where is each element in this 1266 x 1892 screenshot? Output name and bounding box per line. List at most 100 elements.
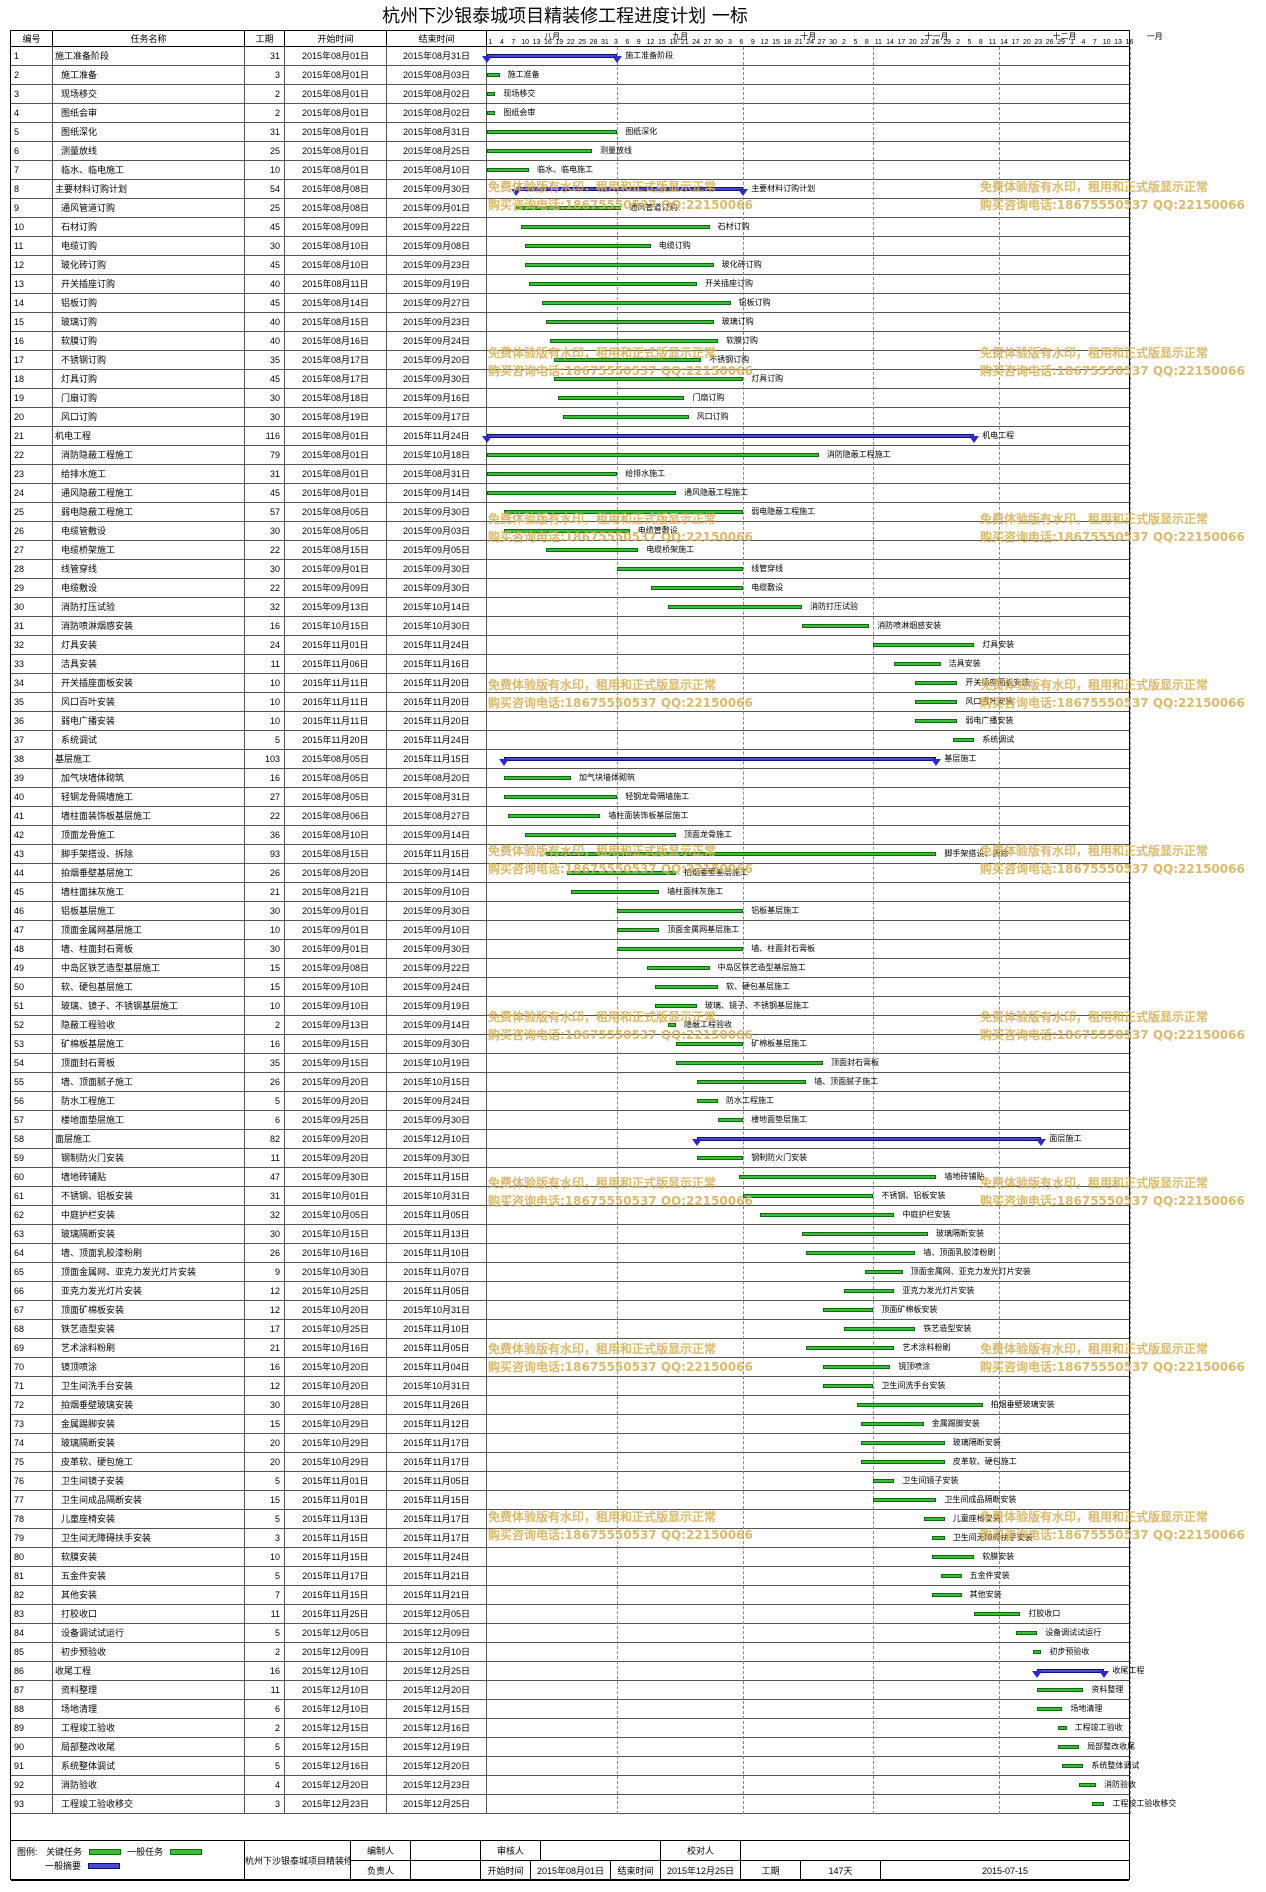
table-row[interactable]: 58 面层施工 82 2015年09月20日 2015年12月10日 xyxy=(11,1130,1129,1149)
table-row[interactable]: 92 消防验收 4 2015年12月20日 2015年12月23日 xyxy=(11,1776,1129,1795)
task-bar[interactable] xyxy=(503,510,744,514)
task-bar[interactable] xyxy=(806,1346,895,1350)
task-bar[interactable] xyxy=(617,928,660,932)
task-bar[interactable] xyxy=(524,244,651,248)
task-bar[interactable] xyxy=(550,339,718,343)
task-bar[interactable] xyxy=(739,1175,937,1179)
table-row[interactable]: 39 加气块墙体砌筑 16 2015年08月05日 2015年08月20日 xyxy=(11,769,1129,788)
table-row[interactable]: 73 金属踢脚安装 15 2015年10月29日 2015年11月12日 xyxy=(11,1415,1129,1434)
task-bar[interactable] xyxy=(655,1004,697,1008)
table-row[interactable]: 49 中岛区铁艺造型基层施工 15 2015年09月08日 2015年09月22日 xyxy=(11,959,1129,978)
task-bar[interactable] xyxy=(806,1251,916,1255)
task-bar[interactable] xyxy=(487,92,496,96)
task-bar[interactable] xyxy=(566,871,676,875)
task-bar[interactable] xyxy=(1091,1802,1105,1806)
table-row[interactable]: 35 风口百叶安装 10 2015年11月11日 2015年11月20日 xyxy=(11,693,1129,712)
task-bar[interactable] xyxy=(545,320,714,324)
task-bar[interactable] xyxy=(1037,1688,1084,1692)
table-row[interactable]: 47 顶面金属网基层施工 10 2015年09月01日 2015年09月10日 xyxy=(11,921,1129,940)
task-bar[interactable] xyxy=(932,1555,975,1559)
table-row[interactable]: 65 顶面金属网、亚克力发光灯片安装 9 2015年10月30日 2015年11月07日 xyxy=(11,1263,1129,1282)
table-row[interactable]: 8 主要材料订购计划 54 2015年08月08日 2015年09月30日 xyxy=(11,180,1129,199)
task-bar[interactable] xyxy=(617,567,744,571)
table-row[interactable]: 54 顶面封石膏板 35 2015年09月15日 2015年10月19日 xyxy=(11,1054,1129,1073)
task-bar[interactable] xyxy=(865,1270,903,1274)
table-row[interactable]: 62 中庭护栏安装 32 2015年10月05日 2015年11月05日 xyxy=(11,1206,1129,1225)
table-row[interactable]: 32 灯具安装 24 2015年11月01日 2015年11月24日 xyxy=(11,636,1129,655)
table-row[interactable]: 18 灯具订购 45 2015年08月17日 2015年09月30日 xyxy=(11,370,1129,389)
task-bar[interactable] xyxy=(743,1194,874,1198)
task-bar[interactable] xyxy=(516,206,622,210)
task-bar[interactable] xyxy=(760,1213,895,1217)
table-row[interactable]: 17 不锈钢订购 35 2015年08月17日 2015年09月20日 xyxy=(11,351,1129,370)
task-bar[interactable] xyxy=(844,1289,895,1293)
task-bar[interactable] xyxy=(503,529,630,533)
table-row[interactable]: 5 图纸深化 31 2015年08月01日 2015年08月31日 xyxy=(11,123,1129,142)
table-row[interactable]: 34 开关插座面板安装 10 2015年11月11日 2015年11月20日 xyxy=(11,674,1129,693)
task-bar[interactable] xyxy=(1037,1707,1063,1711)
task-bar[interactable] xyxy=(1062,1764,1084,1768)
table-row[interactable]: 14 铝板订购 45 2015年08月14日 2015年09月27日 xyxy=(11,294,1129,313)
task-bar[interactable] xyxy=(508,814,601,818)
table-row[interactable]: 77 卫生间成品隔断安装 15 2015年11月01日 2015年11月15日 xyxy=(11,1491,1129,1510)
table-row[interactable]: 7 临水、临电施工 10 2015年08月01日 2015年08月10日 xyxy=(11,161,1129,180)
table-row[interactable]: 53 矿棉板基层施工 16 2015年09月15日 2015年09月30日 xyxy=(11,1035,1129,1054)
task-bar[interactable] xyxy=(554,377,744,381)
task-bar[interactable] xyxy=(873,643,975,647)
task-bar[interactable] xyxy=(520,225,710,229)
table-row[interactable]: 81 五金件安装 5 2015年11月17日 2015年11月21日 xyxy=(11,1567,1129,1586)
summary-bar[interactable] xyxy=(1037,1669,1105,1673)
table-row[interactable]: 86 收尾工程 16 2015年12月10日 2015年12月25日 xyxy=(11,1662,1129,1681)
table-row[interactable]: 89 工程竣工验收 2 2015年12月15日 2015年12月16日 xyxy=(11,1719,1129,1738)
task-bar[interactable] xyxy=(667,605,802,609)
table-row[interactable]: 19 门扇订购 30 2015年08月18日 2015年09月16日 xyxy=(11,389,1129,408)
task-bar[interactable] xyxy=(545,548,639,552)
task-bar[interactable] xyxy=(1079,1783,1096,1787)
table-row[interactable]: 16 软膜订购 40 2015年08月16日 2015年09月24日 xyxy=(11,332,1129,351)
table-row[interactable]: 55 墙、顶面腻子施工 26 2015年09月20日 2015年10月15日 xyxy=(11,1073,1129,1092)
task-bar[interactable] xyxy=(558,396,685,400)
table-row[interactable]: 88 场地清理 6 2015年12月10日 2015年12月15日 xyxy=(11,1700,1129,1719)
task-bar[interactable] xyxy=(617,947,744,951)
task-bar[interactable] xyxy=(487,111,496,115)
table-row[interactable]: 91 系统整体调试 5 2015年12月16日 2015年12月20日 xyxy=(11,1757,1129,1776)
task-bar[interactable] xyxy=(487,453,819,457)
task-bar[interactable] xyxy=(932,1536,945,1540)
table-row[interactable]: 37 系统调试 5 2015年11月20日 2015年11月24日 xyxy=(11,731,1129,750)
task-bar[interactable] xyxy=(844,1327,916,1331)
table-row[interactable]: 75 皮革软、硬包施工 20 2015年10月29日 2015年11月17日 xyxy=(11,1453,1129,1472)
header-duration[interactable]: 工期 xyxy=(245,31,285,47)
task-bar[interactable] xyxy=(655,985,718,989)
table-row[interactable]: 84 设备调试试运行 5 2015年12月05日 2015年12月09日 xyxy=(11,1624,1129,1643)
task-bar[interactable] xyxy=(856,1403,983,1407)
task-bar[interactable] xyxy=(524,833,676,837)
table-row[interactable]: 50 软、硬包基层施工 15 2015年09月10日 2015年09月24日 xyxy=(11,978,1129,997)
table-row[interactable]: 6 测量放线 25 2015年08月01日 2015年08月25日 xyxy=(11,142,1129,161)
table-row[interactable]: 56 防水工程施工 5 2015年09月20日 2015年09月24日 xyxy=(11,1092,1129,1111)
task-bar[interactable] xyxy=(541,301,731,305)
task-bar[interactable] xyxy=(718,1118,744,1122)
table-row[interactable]: 29 电缆敷设 22 2015年09月09日 2015年09月30日 xyxy=(11,579,1129,598)
table-row[interactable]: 93 工程竣工验收移交 3 2015年12月23日 2015年12月25日 xyxy=(11,1795,1129,1814)
table-row[interactable]: 10 石材订购 45 2015年08月09日 2015年09月22日 xyxy=(11,218,1129,237)
table-row[interactable]: 87 资料整理 11 2015年12月10日 2015年12月20日 xyxy=(11,1681,1129,1700)
table-row[interactable]: 33 洁具安装 11 2015年11月06日 2015年11月16日 xyxy=(11,655,1129,674)
task-bar[interactable] xyxy=(823,1308,874,1312)
table-row[interactable]: 70 镜顶喷涂 16 2015年10月20日 2015年11月04日 xyxy=(11,1358,1129,1377)
header-name[interactable]: 任务名称 xyxy=(53,31,245,47)
table-row[interactable]: 27 电缆桥架施工 22 2015年08月15日 2015年09月05日 xyxy=(11,541,1129,560)
task-bar[interactable] xyxy=(915,700,958,704)
table-row[interactable]: 24 通风隐蔽工程施工 45 2015年08月01日 2015年09月14日 xyxy=(11,484,1129,503)
table-row[interactable]: 69 艺术涂料粉刷 21 2015年10月16日 2015年11月05日 xyxy=(11,1339,1129,1358)
table-row[interactable]: 4 图纸会审 2 2015年08月01日 2015年08月02日 xyxy=(11,104,1129,123)
table-row[interactable]: 63 玻璃隔断安装 30 2015年10月15日 2015年11月13日 xyxy=(11,1225,1129,1244)
table-row[interactable]: 26 电缆管敷设 30 2015年08月05日 2015年09月03日 xyxy=(11,522,1129,541)
task-bar[interactable] xyxy=(802,1232,928,1236)
table-row[interactable]: 48 墙、柱面封石膏板 30 2015年09月01日 2015年09月30日 xyxy=(11,940,1129,959)
task-bar[interactable] xyxy=(1058,1726,1067,1730)
task-bar[interactable] xyxy=(802,624,870,628)
header-start[interactable]: 开始时间 xyxy=(285,31,387,47)
table-row[interactable]: 44 拍烟垂壁基层施工 26 2015年08月20日 2015年09月14日 xyxy=(11,864,1129,883)
task-bar[interactable] xyxy=(1058,1745,1080,1749)
table-row[interactable]: 64 墙、顶面乳胶漆粉刷 26 2015年10月16日 2015年11月10日 xyxy=(11,1244,1129,1263)
